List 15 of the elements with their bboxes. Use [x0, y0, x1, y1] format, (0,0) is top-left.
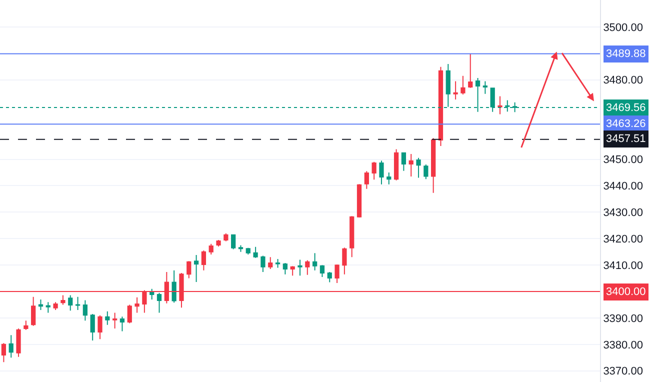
y-tick-label: 3380.00 [603, 339, 643, 352]
ref-line-label: 3489.88 [606, 48, 646, 60]
y-tick-label: 3410.00 [603, 260, 643, 272]
y-tick-label: 3430.00 [603, 207, 643, 220]
ref-line-label: 3457.51 [606, 133, 646, 145]
y-tick-label: 3420.00 [603, 233, 643, 246]
y-tick-label: 3370.00 [603, 366, 643, 378]
y-tick-label: 3500.00 [603, 22, 643, 34]
y-tick-label: 3440.00 [603, 180, 643, 193]
y-tick-label: 3480.00 [603, 74, 643, 87]
y-tick-label: 3390.00 [603, 312, 643, 325]
ref-line-label: 3469.56 [606, 102, 646, 114]
y-tick-label: 3450.00 [603, 154, 643, 166]
ref-line-label: 3463.26 [606, 118, 646, 130]
ref-line-label: 3400.00 [606, 286, 646, 298]
